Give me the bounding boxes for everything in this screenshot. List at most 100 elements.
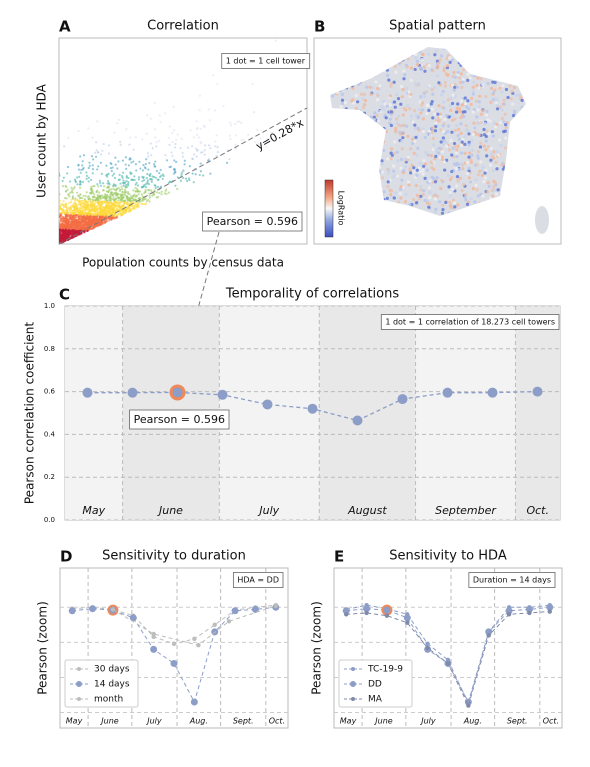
map-dot (463, 195, 467, 199)
density-dot (102, 200, 105, 203)
map-dot (443, 117, 447, 121)
map-dot (472, 121, 476, 125)
map-dot (393, 140, 397, 144)
map-dot (431, 69, 435, 73)
map-dot (467, 143, 471, 147)
map-dot (419, 95, 423, 99)
density-dot (159, 120, 162, 123)
map-dot (385, 104, 389, 108)
density-dot (121, 190, 124, 193)
map-dot (492, 185, 496, 189)
map-dot (421, 172, 425, 176)
map-dot (375, 113, 379, 118)
map-dot (419, 184, 423, 189)
map-dot (425, 104, 429, 108)
map-dot (487, 132, 491, 136)
density-dot (103, 207, 107, 211)
density-dot (103, 211, 106, 215)
density-dot (94, 220, 97, 223)
annotation: Pearson = 0.596 (207, 215, 298, 228)
density-dot (102, 182, 105, 185)
density-dot (195, 127, 199, 130)
density-dot (125, 176, 128, 179)
map-dot (399, 102, 403, 106)
density-dot (110, 162, 113, 166)
map-dot (369, 115, 373, 119)
density-dot (77, 218, 80, 221)
data-point (397, 394, 408, 405)
map-dot (356, 100, 360, 104)
map-dot (448, 204, 453, 208)
map-dot (380, 159, 384, 163)
density-dot (64, 190, 68, 193)
data-point (150, 645, 158, 653)
density-dot (203, 144, 207, 147)
map-dot (472, 80, 476, 84)
density-dot (59, 207, 62, 210)
density-dot (86, 202, 89, 206)
map-dot (392, 196, 396, 200)
map-dot (433, 210, 437, 215)
density-dot (143, 197, 146, 201)
density-dot (69, 206, 73, 209)
density-dot (124, 185, 127, 188)
legend-marker (351, 697, 355, 701)
map-dot (423, 198, 427, 203)
density-dot (130, 208, 133, 211)
density-dot (268, 137, 271, 140)
density-dot (153, 165, 156, 168)
map-dot (398, 187, 403, 191)
density-dot (158, 172, 161, 175)
month-label: Aug. (189, 717, 208, 726)
density-dot (92, 158, 95, 161)
density-dot (76, 205, 79, 209)
density-dot (96, 151, 99, 154)
density-dot (100, 201, 103, 205)
density-dot (72, 209, 75, 212)
density-dot (116, 167, 119, 170)
density-dot (198, 109, 201, 112)
density-dot (184, 177, 188, 180)
data-point (68, 607, 76, 615)
density-dot (76, 224, 79, 227)
density-dot (72, 187, 75, 190)
map-dot (459, 143, 464, 148)
density-dot (107, 152, 111, 155)
density-dot (203, 124, 206, 127)
density-dot (59, 213, 62, 216)
map-dot (489, 146, 493, 150)
density-dot (145, 202, 148, 205)
density-dot (130, 196, 134, 199)
density-dot (215, 155, 218, 158)
map-dot (409, 66, 414, 70)
data-point (127, 387, 138, 398)
map-dot (491, 134, 496, 138)
density-dot (63, 220, 66, 223)
map-dot (430, 87, 434, 92)
map-dot (434, 121, 438, 125)
map-dot (438, 58, 442, 62)
density-dot (229, 137, 232, 141)
density-dot (61, 179, 64, 183)
map-dot (412, 170, 416, 174)
map-dot (504, 136, 508, 140)
density-dot (265, 145, 268, 148)
map-dot (399, 184, 403, 189)
map-dot (476, 173, 480, 177)
map-dot (520, 98, 524, 102)
density-dot (110, 169, 113, 173)
map-dot (452, 155, 456, 159)
map-dot (393, 105, 397, 109)
map-dot (417, 166, 421, 170)
density-dot (114, 189, 118, 192)
density-dot (132, 189, 135, 192)
density-dot (234, 134, 237, 137)
annotation-box (202, 211, 303, 232)
density-dot (88, 197, 91, 200)
map-dot (383, 102, 387, 106)
map-dot (401, 136, 405, 140)
density-dot (114, 184, 117, 188)
panel-letter: A (59, 18, 71, 36)
map-dot (457, 127, 461, 131)
map-dot (496, 188, 500, 192)
